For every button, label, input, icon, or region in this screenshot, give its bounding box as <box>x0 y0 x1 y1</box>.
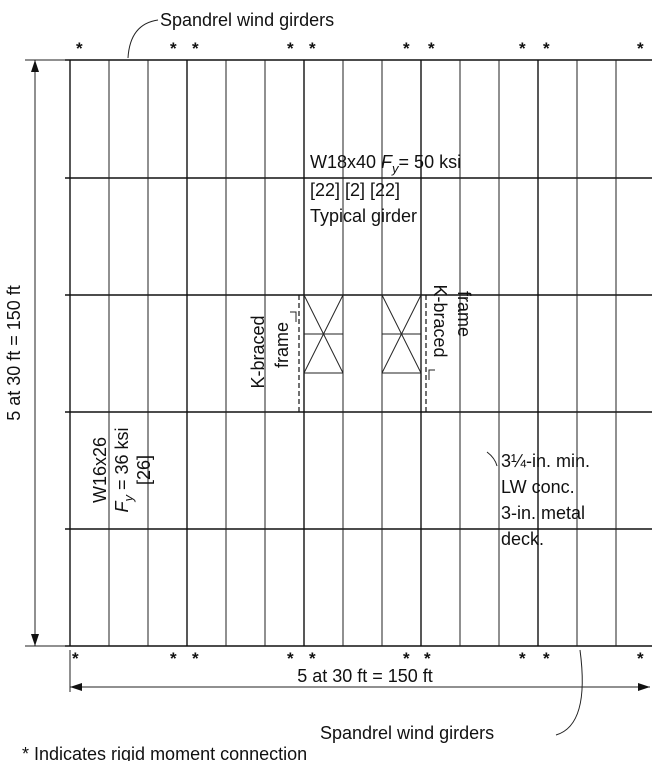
kbraced-right-label-2: frame <box>454 291 474 337</box>
deck-leader <box>486 451 498 467</box>
deck-note-line-4: deck. <box>501 529 544 549</box>
kbraced-left-label-1: K-braced <box>248 315 268 388</box>
star-marker: * <box>403 649 410 668</box>
girder-section-label: W18x40 Fy= 50 ksi <box>310 152 461 176</box>
girder-lines <box>65 59 652 647</box>
k-brace-left <box>303 294 344 374</box>
spandrel-top-label: Spandrel wind girders <box>160 10 334 30</box>
girder-typical-label: Typical girder <box>310 206 417 226</box>
beam-bracket-label: [26] <box>134 455 154 485</box>
star-marker: * <box>287 649 294 668</box>
star-marker: * <box>309 39 316 58</box>
star-marker: * <box>637 39 644 58</box>
spandrel-top-leader <box>127 19 159 59</box>
star-marker: * <box>170 649 177 668</box>
beam-section-label: W16x26 <box>90 437 110 503</box>
beam-fy-label: Fy = 36 ksi <box>112 427 136 512</box>
spandrel-bottom-label: Spandrel wind girders <box>320 723 494 743</box>
horizontal-dimension-line <box>69 650 650 692</box>
filler-beam-lines <box>108 60 617 646</box>
star-marker: * <box>192 39 199 58</box>
vertical-dimension-label: 5 at 30 ft = 150 ft <box>4 285 24 421</box>
star-marker: * <box>309 649 316 668</box>
star-marker: * <box>72 649 79 668</box>
kbraced-left-label-2: frame <box>272 322 292 368</box>
star-marker: * <box>543 649 550 668</box>
deck-note-line-1: 3¼-in. min. <box>501 451 590 471</box>
star-marker: * <box>76 39 83 58</box>
star-marker: * <box>192 649 199 668</box>
girder-bracket-label: [22] [2] [22] <box>310 180 400 200</box>
deck-note-line-2: LW conc. <box>501 477 575 497</box>
braced-frame-brackets <box>290 311 435 380</box>
footnote: * Indicates rigid moment connection <box>22 744 307 761</box>
star-marker: * <box>424 649 431 668</box>
kbraced-right-label-1: K-braced <box>430 284 450 357</box>
star-marker: * <box>403 39 410 58</box>
vertical-dimension-line <box>25 59 65 647</box>
star-marker: * <box>287 39 294 58</box>
star-marker: * <box>543 39 550 58</box>
k-brace-right <box>381 294 422 374</box>
star-marker: * <box>519 39 526 58</box>
spandrel-bottom-leader <box>555 649 583 736</box>
star-marker: * <box>428 39 435 58</box>
deck-note-line-3: 3-in. metal <box>501 503 585 523</box>
horizontal-dimension-label: 5 at 30 ft = 150 ft <box>297 666 433 686</box>
braced-frame-dashes <box>298 295 427 412</box>
star-marker: * <box>519 649 526 668</box>
rigid-connection-markers: * * * * * * * * * * * * * * * * * * * * <box>72 39 644 668</box>
star-marker: * <box>637 649 644 668</box>
star-marker: * <box>170 39 177 58</box>
